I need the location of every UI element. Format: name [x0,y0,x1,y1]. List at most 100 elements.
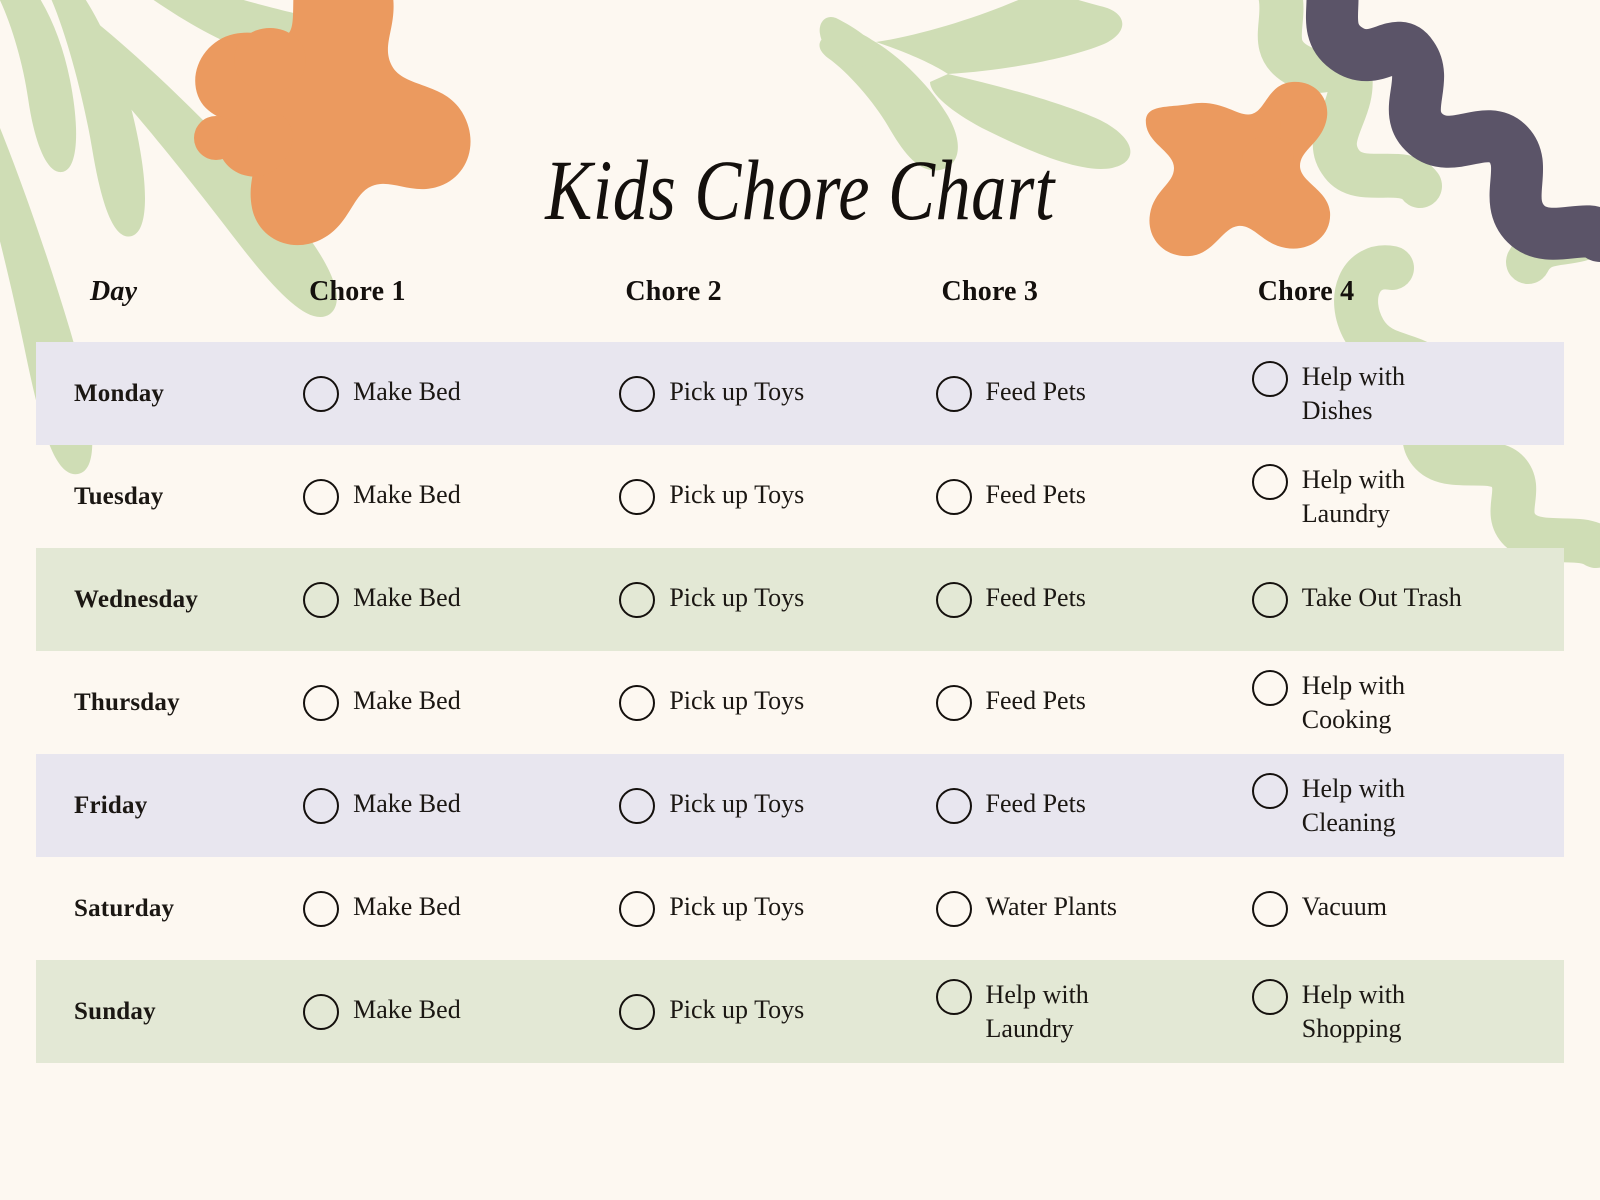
chore-checkbox-circle-icon[interactable] [619,582,656,618]
table-row: Saturday Make Bed Pick up Toys Water Plants… [36,857,1564,960]
chore-cell: Make Bed [299,342,616,445]
chore-cell: Make Bed [299,960,616,1063]
chore-label: Feed Pets [985,686,1086,715]
chore-checkbox-circle-icon[interactable] [303,479,340,515]
chore-cell: Water Plants [932,857,1248,960]
chore-checkbox-circle-icon[interactable] [935,891,972,927]
chore-label: Make Bed [353,789,461,818]
chore-label: Feed Pets [985,583,1086,612]
chore-cell: Make Bed [299,548,616,651]
column-header-day: Day [90,276,138,307]
chore-label: Feed Pets [985,480,1086,509]
chore-table-body: Monday Make Bed Pick up Toys Feed Pets Help … [36,342,1564,1063]
chore-checkbox-circle-icon[interactable] [1251,670,1288,707]
chore-label: Pick up Toys [669,480,805,509]
chore-label: Make Bed [353,583,461,612]
chore-checkbox-circle-icon[interactable] [619,376,656,412]
chore-checkbox-circle-icon[interactable] [303,891,340,927]
column-header-chore1: Chore 1 [309,276,406,307]
column-header-chore4: Chore 4 [1257,276,1355,307]
chore-label: Help with Dishes [1301,362,1406,425]
chore-cell: Pick up Toys [615,548,932,651]
chore-cell: Make Bed [299,754,616,857]
chore-cell: Help with Cooking [1248,651,1564,754]
chore-cell: Feed Pets [932,651,1248,754]
chore-cell: Pick up Toys [615,754,932,857]
chore-label: Pick up Toys [669,377,805,406]
chore-checkbox-circle-icon[interactable] [1251,891,1288,927]
chore-checkbox-circle-icon[interactable] [935,376,972,412]
table-row: Tuesday Make Bed Pick up Toys Feed Pets Help… [36,445,1564,548]
chore-label: Make Bed [353,686,461,715]
chore-cell: Feed Pets [931,342,1248,445]
chore-label: Pick up Toys [669,995,805,1024]
chore-cell: Help with Laundry [1248,445,1564,548]
chore-checkbox-circle-icon[interactable] [1251,464,1288,501]
chore-label: Water Plants [985,892,1118,921]
chore-checkbox-circle-icon[interactable] [619,685,656,721]
chore-checkbox-circle-icon[interactable] [935,582,972,618]
chore-cell: Pick up Toys [615,960,932,1063]
chore-cell: Help with Laundry [931,960,1248,1063]
chore-label: Vacuum [1301,892,1387,921]
chore-checkbox-circle-icon[interactable] [935,685,972,721]
chore-cell: Take Out Trash [1247,548,1564,651]
day-label: Tuesday [74,482,164,510]
chore-checkbox-circle-icon[interactable] [619,788,656,824]
chore-label: Help with Cooking [1301,671,1406,734]
chore-checkbox-circle-icon[interactable] [619,479,656,515]
chore-cell: Feed Pets [932,445,1248,548]
chore-label: Help with Laundry [985,980,1089,1043]
chore-checkbox-circle-icon[interactable] [619,994,656,1030]
chore-table: Day Chore 1 Chore 2 Chore 3 Chore 4 Mond… [36,276,1564,1063]
chore-cell: Pick up Toys [615,342,932,445]
chore-cell: Make Bed [299,445,615,548]
chore-label: Pick up Toys [669,583,805,612]
chore-checkbox-circle-icon[interactable] [935,479,972,515]
table-header-row: Day Chore 1 Chore 2 Chore 3 Chore 4 [36,276,1564,342]
chore-cell: Make Bed [299,651,615,754]
chore-cell: Feed Pets [931,754,1248,857]
chore-checkbox-circle-icon[interactable] [1251,361,1288,398]
column-header-chore2: Chore 2 [625,276,722,307]
chore-label: Feed Pets [985,789,1086,818]
chore-label: Help with Shopping [1301,980,1406,1043]
table-row: Wednesday Make Bed Pick up Toys Feed Pets Ta… [36,548,1564,651]
table-row: Thursday Make Bed Pick up Toys Feed Pets Hel… [36,651,1564,754]
chore-checkbox-circle-icon[interactable] [303,788,340,824]
day-label: Saturday [74,894,175,922]
chore-cell: Pick up Toys [615,857,931,960]
chore-checkbox-circle-icon[interactable] [303,994,340,1030]
chore-label: Make Bed [353,892,461,921]
chore-label: Help with Cleaning [1301,774,1406,837]
chore-checkbox-circle-icon[interactable] [935,979,972,1016]
day-label: Monday [36,342,300,445]
day-label: Thursday [74,688,180,716]
table-row: Sunday Make Bed Pick up Toys Help with Laun… [36,960,1564,1063]
day-label: Wednesday [36,548,300,651]
chore-label: Feed Pets [985,377,1086,406]
chore-label: Make Bed [353,377,461,406]
chore-checkbox-circle-icon[interactable] [619,891,656,927]
chore-label: Pick up Toys [669,686,805,715]
table-row: Monday Make Bed Pick up Toys Feed Pets Help … [36,342,1564,445]
page-title: Kids Chore Chart [545,142,1055,238]
chore-label: Make Bed [353,480,461,509]
chore-checkbox-circle-icon[interactable] [303,376,340,412]
chore-checkbox-circle-icon[interactable] [303,685,340,721]
chore-label: Pick up Toys [669,789,805,818]
chore-cell: Pick up Toys [615,445,931,548]
table-row: Friday Make Bed Pick up Toys Feed Pets Help … [36,754,1564,857]
chore-checkbox-circle-icon[interactable] [935,788,972,824]
chore-checkbox-circle-icon[interactable] [303,582,340,618]
chore-checkbox-circle-icon[interactable] [1251,582,1288,618]
chore-checkbox-circle-icon[interactable] [1251,773,1288,810]
chore-label: Help with Laundry [1301,465,1406,528]
day-label: Sunday [36,960,300,1063]
chore-cell: Feed Pets [931,548,1248,651]
chore-cell: Help with Cleaning [1247,754,1564,857]
chore-table-container: Day Chore 1 Chore 2 Chore 3 Chore 4 Mond… [36,276,1564,1063]
chore-checkbox-circle-icon[interactable] [1251,979,1288,1016]
chore-label: Make Bed [353,995,461,1024]
